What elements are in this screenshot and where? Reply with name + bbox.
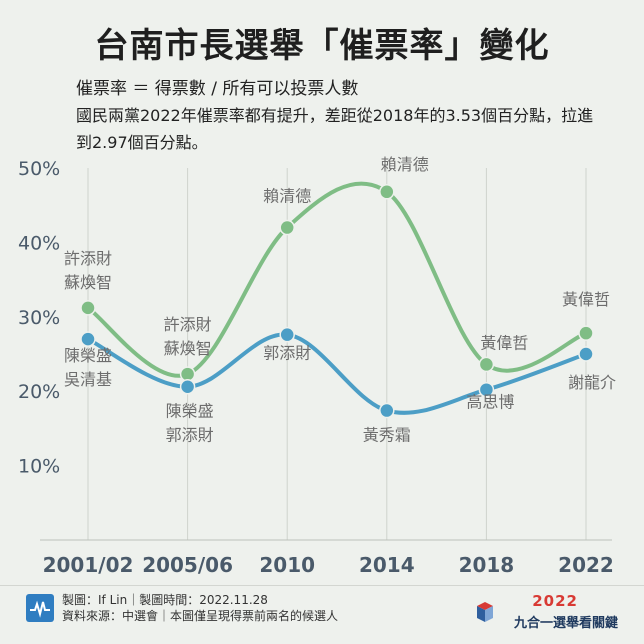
- data-point: [478, 381, 495, 398]
- data-label: 蘇煥智: [64, 273, 112, 292]
- brand-block: 2022 九合一選舉看關鍵: [468, 592, 618, 632]
- data-labels: 許添財蘇煥智許添財蘇煥智賴清德賴清德黃偉哲黃偉哲陳榮盛吳清基陳榮盛郭添財郭添財黃…: [64, 155, 616, 445]
- data-point: [279, 219, 295, 236]
- data-label: 黃秀霜: [363, 426, 411, 445]
- page-title: 台南市長選舉「催票率」變化: [94, 26, 550, 66]
- data-label: 黃偉哲: [480, 333, 528, 352]
- data-label: 謝龍介: [568, 373, 616, 392]
- data-point: [578, 346, 594, 362]
- grid-layer: [40, 168, 612, 541]
- x-tick-label: 2022: [558, 553, 614, 577]
- data-label: 許添財: [164, 315, 212, 334]
- footer-line-2: 資料來源：中選會｜本圖僅呈現得票前兩名的候選人: [62, 609, 339, 623]
- x-tick-label: 2010: [259, 553, 315, 577]
- y-tick-label: 40%: [18, 232, 60, 254]
- data-label: 陳榮盛: [166, 402, 214, 421]
- data-label: 陳榮盛: [64, 346, 112, 365]
- data-label: 高思博: [466, 393, 514, 412]
- data-label: 賴清德: [263, 187, 311, 206]
- x-tick-label: 2005/06: [142, 553, 233, 577]
- data-label: 黃偉哲: [562, 290, 610, 309]
- series-lines: [86, 181, 587, 415]
- data-point: [279, 326, 295, 343]
- data-label: 許添財: [64, 249, 112, 268]
- pulse-logo-icon: [26, 594, 54, 622]
- formula-text: 催票率 ＝ 得票數 / 所有可以投票人數: [76, 79, 359, 99]
- data-point: [179, 378, 196, 395]
- description-text: 國民兩黨2022年催票率都有提升，差距從2018年的3.53個百分點，拉進到2.…: [76, 106, 594, 152]
- data-label: 吳清基: [64, 370, 112, 389]
- data-point: [80, 300, 96, 316]
- y-tick-label: 30%: [18, 307, 60, 329]
- series-line-1: [87, 332, 587, 415]
- footer-credits: 製圖：If Lin｜製圖時間：2022.11.28 資料來源：中選會｜本圖僅呈現…: [62, 592, 338, 624]
- brand-name: 九合一選舉看關鍵: [513, 616, 618, 631]
- data-point: [578, 325, 594, 341]
- footer-line-1: 製圖：If Lin｜製圖時間：2022.11.28: [62, 593, 268, 607]
- brand-year: 2022: [532, 592, 578, 610]
- data-label: 郭添財: [263, 344, 311, 363]
- y-tick-label: 20%: [18, 381, 60, 403]
- x-axis-ticks: 2001/02 2005/06 2010 2014 2018 2022: [43, 553, 614, 577]
- data-point: [478, 356, 495, 373]
- ballot-cube-icon: [477, 602, 493, 622]
- data-point: [379, 402, 395, 419]
- x-tick-label: 2014: [359, 553, 415, 577]
- data-label: 郭添財: [166, 426, 214, 445]
- data-point: [379, 184, 395, 200]
- y-tick-label: 50%: [18, 158, 60, 180]
- footer-divider: [0, 585, 644, 586]
- y-axis-ticks: 10% 20% 30% 40% 50%: [18, 158, 60, 478]
- data-label: 蘇煥智: [164, 339, 212, 358]
- data-label: 賴清德: [381, 155, 429, 174]
- x-tick-label: 2001/02: [43, 553, 134, 577]
- data-point: [80, 331, 96, 347]
- x-tick-label: 2018: [459, 553, 515, 577]
- y-tick-label: 10%: [18, 456, 60, 478]
- series-points: [80, 184, 594, 419]
